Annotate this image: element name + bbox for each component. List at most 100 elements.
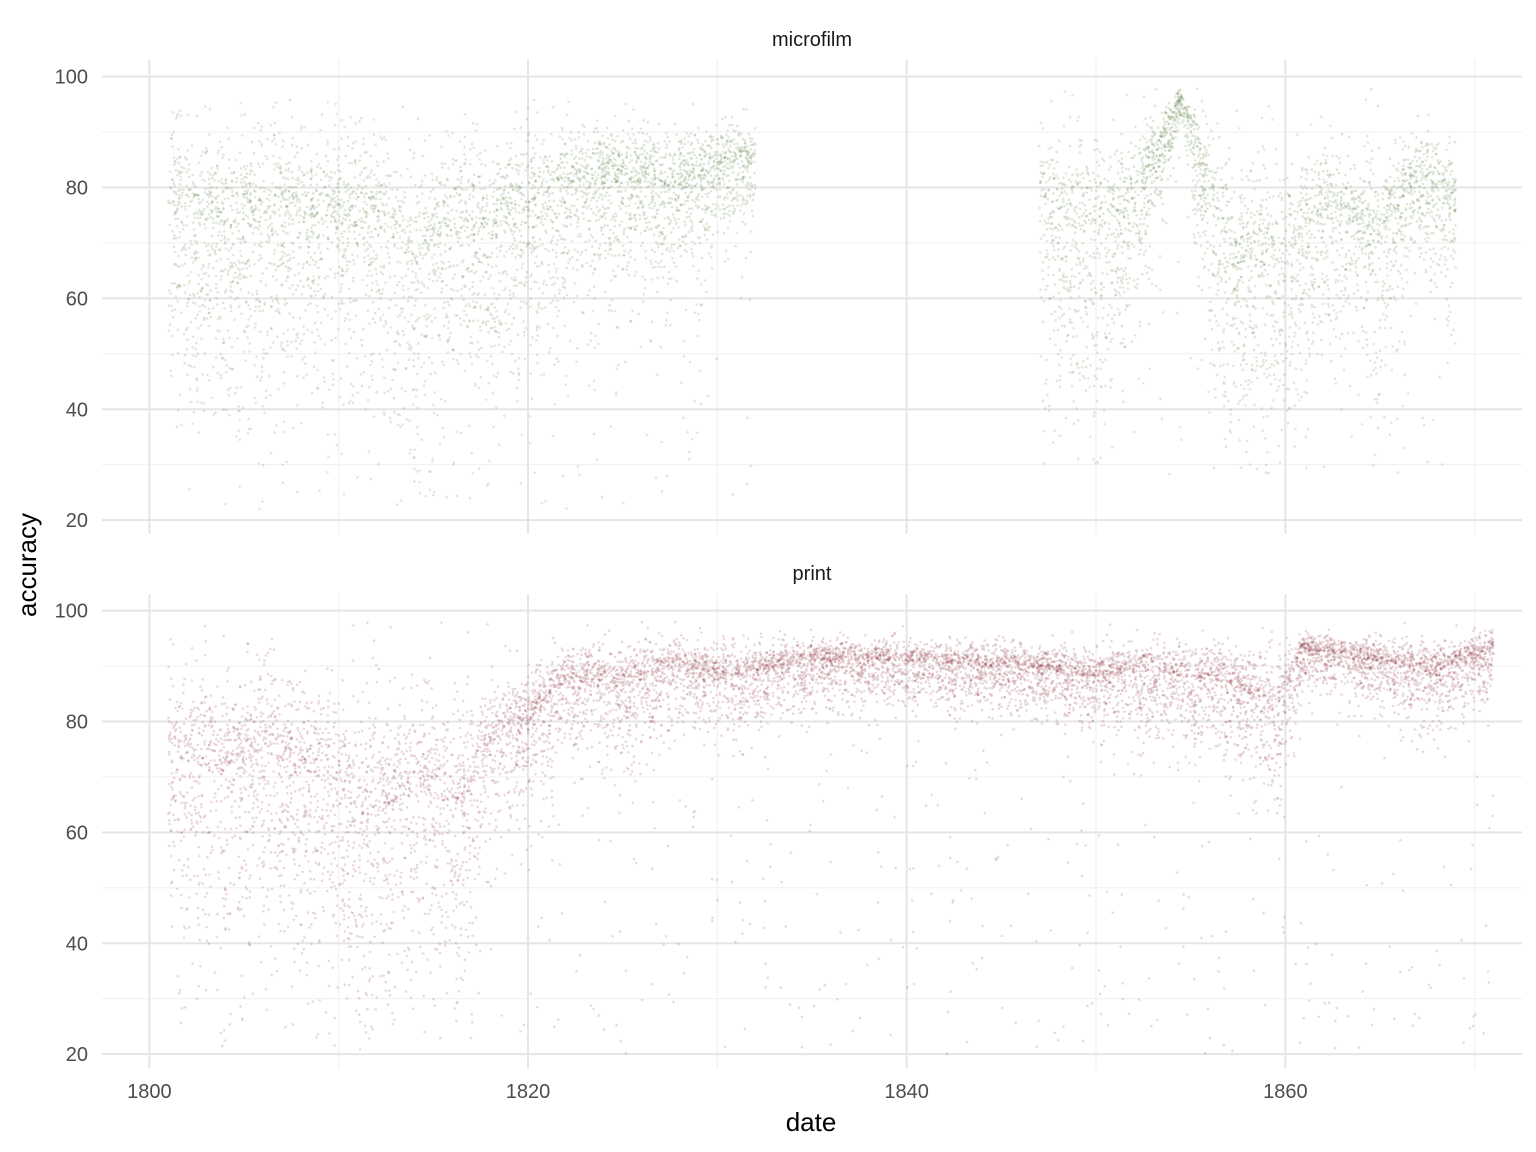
data-point: [587, 294, 590, 297]
data-point: [330, 171, 333, 174]
data-point: [505, 322, 508, 325]
data-point: [535, 255, 538, 258]
data-point: [566, 192, 569, 195]
data-point: [364, 185, 367, 188]
data-point: [597, 159, 600, 162]
data-point: [189, 388, 192, 391]
data-point: [561, 184, 564, 187]
data-point: [222, 357, 225, 360]
data-point: [618, 254, 621, 257]
data-point: [1093, 385, 1096, 388]
data-point: [289, 202, 292, 205]
data-point: [373, 250, 376, 253]
data-point: [200, 171, 203, 174]
data-point: [579, 233, 582, 236]
data-point: [718, 177, 721, 180]
data-point: [461, 261, 464, 264]
data-point: [710, 140, 713, 143]
data-point: [193, 253, 196, 256]
data-point: [254, 196, 257, 199]
data-point: [589, 339, 592, 342]
data-point: [611, 161, 614, 164]
data-point: [177, 218, 180, 221]
data-point: [336, 195, 339, 198]
data-point: [656, 290, 659, 293]
data-point: [486, 223, 489, 226]
data-point: [304, 213, 307, 216]
data-point: [680, 381, 683, 384]
data-point: [364, 221, 367, 224]
data-point: [617, 173, 620, 176]
data-point: [320, 179, 323, 182]
data-point: [698, 319, 701, 322]
data-point: [198, 305, 201, 308]
data-point: [625, 154, 628, 157]
data-point: [197, 431, 200, 434]
data-point: [463, 146, 466, 149]
data-point: [1395, 245, 1398, 248]
data-point: [503, 345, 506, 348]
data-point: [518, 204, 521, 207]
data-point: [591, 236, 594, 239]
data-point: [749, 176, 752, 179]
data-point: [406, 168, 409, 171]
data-point: [707, 183, 710, 186]
data-point: [367, 309, 370, 312]
data-point: [1093, 287, 1096, 290]
data-point: [280, 200, 283, 203]
data-point: [343, 248, 346, 251]
data-point: [592, 148, 595, 151]
data-point: [233, 318, 236, 321]
data-point: [731, 189, 734, 192]
data-point: [177, 352, 180, 355]
data-point: [186, 224, 189, 227]
data-point: [521, 249, 524, 252]
data-point: [403, 407, 406, 410]
data-point: [456, 231, 459, 234]
data-point: [537, 175, 540, 178]
data-point: [402, 334, 405, 337]
data-point: [180, 179, 183, 182]
data-point: [711, 210, 714, 213]
data-point: [395, 171, 398, 174]
data-point: [298, 201, 301, 204]
data-point: [176, 300, 179, 303]
data-point: [621, 268, 624, 271]
data-point: [268, 239, 271, 242]
data-point: [513, 317, 516, 320]
data-point: [334, 272, 337, 275]
data-point: [387, 390, 390, 393]
data-point: [395, 223, 398, 226]
data-point: [178, 162, 181, 165]
data-point: [283, 420, 286, 423]
data-point: [173, 246, 176, 249]
data-point: [265, 267, 268, 270]
data-point: [585, 262, 588, 265]
data-point: [371, 261, 374, 264]
data-point: [345, 270, 348, 273]
data-point: [425, 211, 428, 214]
data-point: [462, 189, 465, 192]
data-point: [356, 476, 359, 479]
data-point: [181, 192, 184, 195]
data-point: [321, 258, 324, 261]
data-point: [672, 250, 675, 253]
data-point: [656, 277, 659, 280]
data-point: [319, 251, 322, 254]
data-point: [250, 162, 253, 165]
data-point: [344, 257, 347, 260]
data-point: [593, 131, 596, 134]
data-point: [227, 197, 230, 200]
data-point: [587, 343, 590, 346]
data-point: [311, 331, 314, 334]
data-point: [257, 162, 260, 165]
data-point: [685, 250, 688, 253]
data-point: [404, 316, 407, 319]
data-point: [509, 147, 512, 150]
data-point: [683, 154, 686, 157]
data-point: [265, 390, 268, 393]
data-point: [431, 179, 434, 182]
data-point: [425, 325, 428, 328]
data-point: [524, 285, 527, 288]
data-point: [701, 304, 704, 307]
